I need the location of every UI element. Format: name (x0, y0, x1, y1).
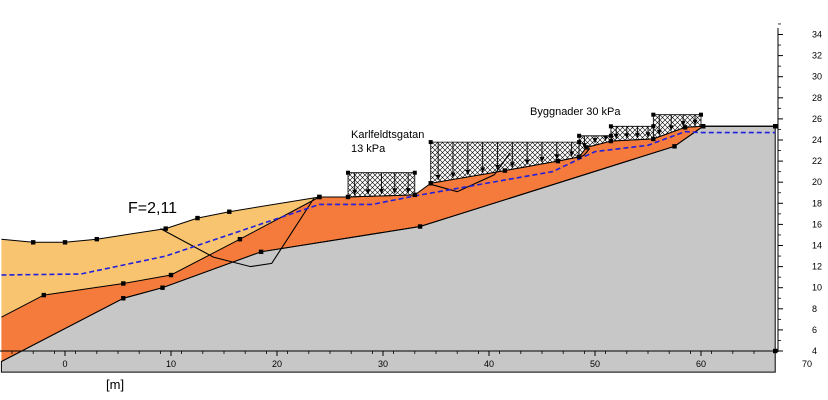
geometry-node (195, 215, 200, 221)
geometry-node (160, 285, 165, 290)
slip-surface-1 (160, 197, 315, 268)
geometry-node (428, 181, 433, 186)
buildings-load-label: Byggnader 30 kPa (530, 106, 621, 118)
soil-interface-line (1, 196, 320, 318)
geometry-node (502, 168, 508, 173)
geometry-node (121, 281, 126, 286)
x-tick-label: 50 (590, 359, 600, 369)
y-axis: 4 6 8 10 12 14 16 18 20 22 24 26 28 30 32 34 (778, 23, 822, 356)
x-axis-unit-label: [m] (106, 377, 124, 392)
x-tick-label: 30 (378, 359, 388, 369)
geometry-node (168, 272, 174, 278)
geometry-node (227, 209, 232, 214)
geometry-node (345, 194, 351, 200)
y-tick-label: 16 (812, 219, 822, 229)
geometry-node (121, 296, 126, 301)
geometry-node (62, 240, 68, 245)
y-tick-label: 26 (812, 114, 822, 124)
y-tick-label: 18 (812, 198, 822, 208)
geometry-node (317, 194, 322, 200)
geometry-node (412, 192, 417, 198)
load-areas (346, 112, 703, 198)
x-axis: 0 10 20 30 40 50 60 70 (0, 350, 812, 369)
y-tick-label: 34 (812, 30, 822, 40)
y-tick-label: 4 (812, 346, 817, 356)
x-tick-label: 10 (166, 359, 176, 369)
geometry-node (584, 145, 589, 150)
load-area-4 (608, 124, 656, 142)
geometry-node (682, 125, 688, 130)
y-tick-label: 32 (812, 51, 822, 61)
y-tick-label: 22 (812, 156, 822, 166)
y-tick-label: 30 (812, 72, 822, 82)
x-tick-label: 0 (62, 359, 67, 369)
street-name-label: Karlfeldtsgatan (351, 129, 424, 141)
geometry-node (773, 124, 778, 129)
y-tick-label: 14 (812, 241, 822, 251)
geometry-node (417, 224, 423, 229)
soil-profile (0, 112, 778, 373)
geometry-node (31, 240, 36, 245)
y-tick-label: 24 (812, 135, 822, 145)
y-tick-label: 8 (812, 304, 817, 314)
ground-surface-line (1, 125, 776, 243)
geometry-node (608, 138, 614, 144)
geometry-node (576, 154, 582, 160)
geometry-node (700, 124, 706, 129)
x-tick-label: 20 (272, 359, 282, 369)
geometry-node (651, 136, 656, 142)
y-tick-label: 6 (812, 325, 817, 335)
geometry-node (555, 158, 561, 164)
bedrock-surface-line (1, 125, 776, 363)
groundwater-line (1, 130, 776, 276)
geometry-nodes (31, 124, 778, 354)
y-tick-label: 28 (812, 93, 822, 103)
y-tick-label: 20 (812, 177, 822, 187)
geometry-node (237, 236, 243, 242)
x-tick-label: 60 (696, 359, 706, 369)
y-tick-label: 10 (812, 283, 822, 293)
geometry-node (258, 249, 264, 255)
geometry-node (672, 144, 677, 149)
x-tick-label: 70 (802, 359, 812, 369)
geometry-node (41, 292, 46, 298)
y-tick-label: 12 (812, 262, 822, 272)
street-load-label: 13 kPa (351, 143, 386, 155)
geometry-node (163, 226, 168, 231)
x-tick-label: 40 (484, 359, 494, 369)
load-area-1 (346, 170, 417, 198)
slip-surface-2 (430, 152, 511, 193)
geometry-node (94, 236, 99, 242)
factor-of-safety-label: F=2,11 (128, 200, 177, 217)
